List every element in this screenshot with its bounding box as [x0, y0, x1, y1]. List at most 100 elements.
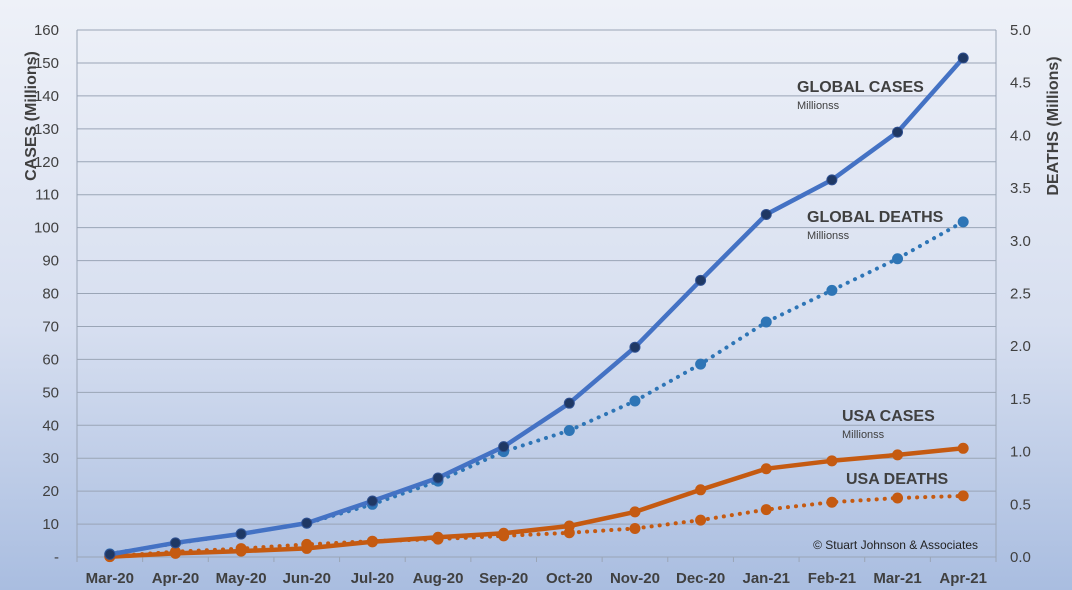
series-usa-cases [104, 442, 969, 563]
x-tick-label: Apr-20 [152, 570, 200, 587]
data-point-usa-cases [760, 463, 772, 475]
series-line-global-cases [107, 55, 966, 557]
series-layer [104, 52, 969, 563]
y-right-tick-label: 3.0 [1010, 233, 1031, 250]
usa-cases-sublabel: Millionss [842, 429, 885, 441]
data-point-global-cases [760, 208, 772, 220]
data-point-global-cases [826, 174, 838, 186]
data-point-global-cases [104, 548, 116, 560]
data-point-global-cases [892, 126, 904, 138]
x-tick-label: Apr-21 [939, 570, 987, 587]
y-tick-label: 140 [34, 88, 59, 105]
usa-cases-label: USA CASES [842, 408, 935, 425]
series-line-usa-cases [107, 446, 966, 559]
data-point-global-cases [695, 274, 707, 286]
x-tick-label: Sep-20 [479, 570, 528, 587]
data-point-global-cases [432, 472, 444, 484]
y-tick-label: 90 [42, 253, 59, 270]
data-point-usa-cases [301, 542, 313, 554]
right-axis-title: DEATHS (Millions) [1045, 56, 1062, 195]
y-right-tick-label: 1.0 [1010, 444, 1031, 461]
data-point-global-deaths [892, 253, 904, 265]
data-point-usa-deaths [629, 523, 641, 535]
data-point-usa-cases [695, 484, 707, 496]
global-deaths-label: GLOBAL DEATHS [807, 209, 944, 226]
y-tick-label: 20 [42, 483, 59, 500]
y-right-tick-label: 2.5 [1010, 286, 1031, 303]
y-right-tick-label: 2.0 [1010, 338, 1031, 355]
data-point-usa-cases [826, 455, 838, 467]
right-axis-ticks: 0.0 0.5 1.0 1.5 2.0 2.5 3.0 3.5 4.0 4.5 5.0 [1010, 22, 1031, 566]
y-right-tick-label: 1.5 [1010, 391, 1031, 408]
data-point-global-cases [169, 537, 181, 549]
data-point-global-deaths [629, 395, 641, 407]
y-right-tick-label: 5.0 [1010, 22, 1031, 39]
global-deaths-sublabel: Millionss [807, 230, 850, 242]
x-tick-label: Aug-20 [413, 570, 464, 587]
y-tick-label: 130 [34, 121, 59, 138]
left-axis-ticks: - 10 20 30 40 50 60 70 80 90 100 110 120 130 140 150 160 [34, 22, 59, 566]
data-point-usa-deaths [892, 492, 904, 504]
data-point-global-deaths [826, 284, 838, 296]
data-point-usa-cases [892, 449, 904, 461]
gridlines [76, 29, 997, 562]
y-tick-label: 100 [34, 220, 59, 237]
y-tick-label: 110 [35, 187, 59, 204]
data-point-global-cases [366, 495, 378, 507]
series-line-usa-deaths [107, 493, 966, 559]
y-right-tick-label: 4.5 [1010, 75, 1031, 92]
data-point-usa-cases [169, 547, 181, 559]
x-tick-label: Jun-20 [283, 570, 331, 587]
y-tick-label: 120 [34, 154, 59, 171]
y-tick-label: 40 [42, 417, 59, 434]
x-tick-label: Feb-21 [808, 570, 856, 587]
data-point-usa-deaths [957, 490, 969, 502]
data-point-global-cases [301, 517, 313, 529]
y-tick-label: 160 [34, 22, 59, 39]
data-point-global-cases [957, 52, 969, 64]
x-tick-label: Nov-20 [610, 570, 660, 587]
y-tick-label: 30 [42, 450, 59, 467]
x-tick-label: Jul-20 [351, 570, 394, 587]
data-point-usa-cases [498, 527, 510, 539]
data-point-usa-cases [235, 545, 247, 557]
data-point-global-cases [563, 397, 575, 409]
credit-text: © Stuart Johnson & Associates [813, 538, 978, 552]
y-right-tick-label: 3.5 [1010, 180, 1031, 197]
data-point-global-deaths [695, 358, 707, 370]
data-point-usa-cases [563, 520, 575, 532]
data-point-global-deaths [760, 316, 772, 328]
data-point-usa-cases [957, 442, 969, 454]
x-axis-ticks: Mar-20 Apr-20 May-20 Jun-20 Jul-20 Aug-20 Sep-… [86, 570, 987, 587]
data-point-usa-deaths [826, 496, 838, 508]
x-tick-label: May-20 [216, 570, 267, 587]
y-tick-label: 150 [34, 55, 59, 72]
x-tick-label: Jan-21 [742, 570, 790, 587]
global-cases-sublabel: Millionss [797, 100, 840, 112]
global-cases-label: GLOBAL CASES [797, 79, 924, 96]
y-tick-label: 10 [42, 516, 59, 533]
series-global-cases [104, 52, 969, 560]
y-tick-label: 50 [42, 384, 59, 401]
left-axis-title: CASES (Millions) [23, 51, 40, 181]
data-point-usa-deaths [695, 514, 707, 526]
x-tick-label: Oct-20 [546, 570, 593, 587]
x-tick-label: Mar-20 [86, 570, 134, 587]
y-tick-label: 70 [42, 318, 59, 335]
data-point-usa-cases [366, 536, 378, 548]
usa-deaths-label: USA DEATHS [846, 471, 949, 488]
data-point-global-deaths [563, 425, 575, 437]
data-point-global-cases [498, 441, 510, 453]
data-point-usa-deaths [760, 504, 772, 516]
data-point-global-deaths [957, 216, 969, 228]
y-tick-label: - [54, 549, 59, 566]
y-right-tick-label: 0.5 [1010, 496, 1031, 513]
data-point-global-cases [629, 341, 641, 353]
y-tick-label: 80 [42, 286, 59, 303]
data-point-usa-cases [629, 506, 641, 518]
y-right-tick-label: 0.0 [1010, 549, 1031, 566]
data-point-global-cases [235, 528, 247, 540]
